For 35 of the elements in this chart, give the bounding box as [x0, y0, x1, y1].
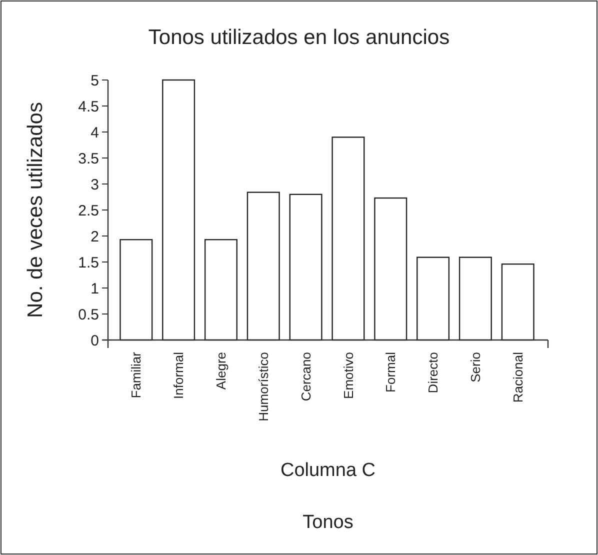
x-tick-label: Familiar	[128, 351, 144, 398]
bar	[416, 256, 450, 341]
y-tick-label: 1.5	[78, 254, 99, 272]
y-tick-label: 3.5	[78, 150, 99, 168]
text: Tonos	[302, 512, 354, 533]
bar	[374, 197, 408, 341]
bar	[162, 79, 196, 341]
y-tick-label: 4	[90, 124, 99, 142]
x-tick-label: Formal	[383, 352, 398, 392]
bar	[204, 239, 238, 341]
x-axis-title: Columna C	[280, 460, 376, 481]
y-tick-label: 1	[90, 280, 99, 298]
chart-title: Tonos utilizados en los anuncios	[148, 26, 450, 49]
bar	[120, 239, 153, 341]
y-tick-label: 0	[90, 332, 99, 350]
x-tick-label: Directo	[426, 352, 441, 394]
y-tick-label: 2.5	[78, 202, 99, 220]
bar	[246, 192, 280, 341]
bar	[458, 256, 492, 341]
x-tick-label: Emotivo	[340, 352, 356, 399]
y-tick-label: 5	[90, 72, 99, 90]
x-tick-label: Serio	[468, 352, 483, 382]
y-tick-label: 4.5	[78, 98, 99, 116]
bar	[289, 194, 322, 341]
x-tick-label: Informal	[171, 352, 186, 399]
x-tick-label: Racional	[510, 352, 526, 403]
bar	[332, 136, 365, 341]
y-tick-label: 2	[90, 228, 99, 246]
x-tick-label: Alegre	[214, 352, 229, 390]
bar	[501, 263, 534, 341]
y-tick-label: 3	[90, 176, 99, 194]
x-tick-label: Humorístico	[256, 352, 271, 422]
y-tick-label: 0.5	[78, 306, 99, 324]
x-tick-label: Cercano	[298, 352, 314, 402]
y-axis-title: No. de veces utilizados	[24, 102, 47, 318]
